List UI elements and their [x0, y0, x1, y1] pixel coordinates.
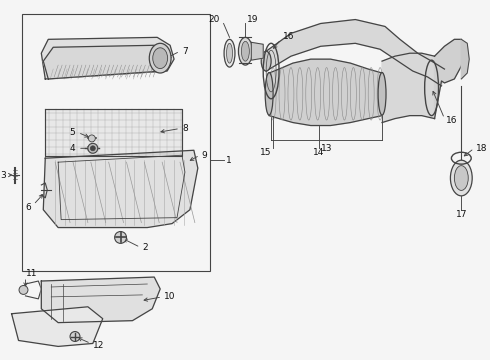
Circle shape	[90, 146, 95, 151]
Text: 16: 16	[283, 32, 294, 41]
Bar	[45, 109, 182, 156]
Text: 17: 17	[456, 210, 467, 219]
Text: 9: 9	[202, 151, 208, 160]
Polygon shape	[382, 53, 435, 122]
Ellipse shape	[378, 72, 386, 115]
Polygon shape	[41, 37, 174, 79]
Ellipse shape	[153, 48, 168, 68]
Ellipse shape	[261, 51, 271, 71]
Bar	[22, 14, 210, 271]
Text: 12: 12	[93, 341, 104, 350]
Polygon shape	[435, 39, 465, 118]
Circle shape	[88, 143, 98, 153]
Text: 8: 8	[182, 124, 188, 133]
Text: 16: 16	[446, 116, 458, 125]
Text: 15: 15	[260, 148, 272, 157]
Ellipse shape	[149, 43, 171, 73]
Text: 3: 3	[0, 171, 6, 180]
Ellipse shape	[454, 166, 468, 190]
Text: 4: 4	[70, 144, 75, 153]
Text: 13: 13	[321, 144, 332, 153]
Text: 6: 6	[25, 203, 31, 212]
Text: 5: 5	[69, 128, 75, 137]
Polygon shape	[269, 59, 382, 126]
Polygon shape	[12, 307, 103, 346]
Ellipse shape	[239, 37, 252, 65]
Polygon shape	[266, 19, 444, 86]
Polygon shape	[43, 45, 170, 79]
Text: 11: 11	[25, 269, 37, 278]
Circle shape	[115, 231, 126, 243]
Polygon shape	[461, 39, 469, 79]
Polygon shape	[43, 150, 198, 228]
Circle shape	[88, 135, 95, 142]
Ellipse shape	[265, 72, 273, 115]
Text: 1: 1	[225, 156, 231, 165]
Text: 20: 20	[208, 15, 220, 24]
Text: 18: 18	[476, 144, 488, 153]
Text: 14: 14	[313, 148, 324, 157]
Circle shape	[19, 285, 28, 294]
Ellipse shape	[226, 43, 232, 63]
Ellipse shape	[450, 160, 472, 196]
Ellipse shape	[224, 39, 235, 67]
Circle shape	[70, 332, 80, 341]
Polygon shape	[251, 42, 263, 60]
Text: 19: 19	[247, 15, 259, 24]
Text: 7: 7	[182, 47, 188, 56]
Text: 10: 10	[164, 292, 175, 301]
Text: 2: 2	[143, 243, 148, 252]
Ellipse shape	[242, 41, 249, 61]
Polygon shape	[41, 277, 160, 323]
